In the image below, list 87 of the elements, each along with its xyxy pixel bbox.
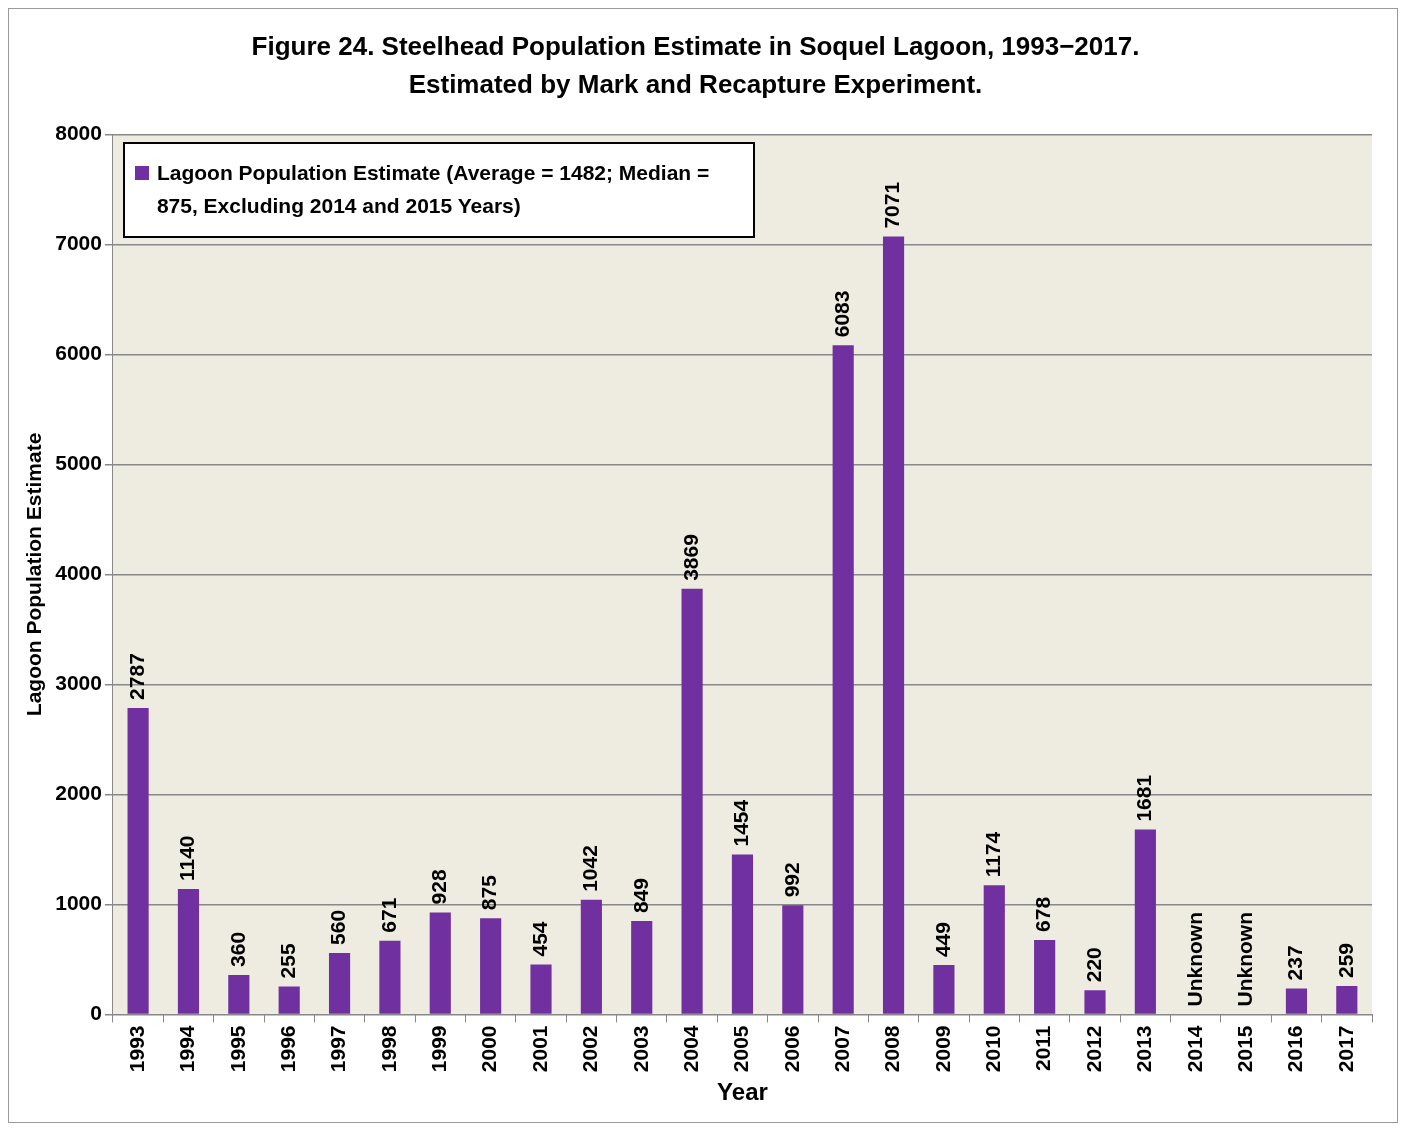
- bar: [530, 964, 552, 1014]
- x-tick-label: 2007: [829, 1025, 853, 1073]
- data-label: 875: [477, 874, 501, 911]
- x-tick-label: 2008: [880, 1025, 904, 1073]
- data-label: 7071: [880, 181, 904, 229]
- x-tick-label: 2014: [1182, 1025, 1206, 1073]
- bar: [832, 345, 854, 1014]
- bar: [177, 889, 200, 1014]
- x-tick-label: 1994: [175, 1025, 199, 1073]
- legend-label: Lagoon Population Estimate (Average = 1482; Median = 875, Excluding 2014 and 2015 Years): [156, 160, 711, 220]
- data-label: 255: [275, 943, 299, 979]
- data-label: 928: [427, 869, 451, 905]
- bar: [681, 588, 703, 1014]
- y-tick-label: 3000: [55, 671, 102, 695]
- bar: [379, 940, 401, 1014]
- bar: [1285, 988, 1308, 1014]
- x-tick-label: 2001: [527, 1025, 551, 1073]
- data-label: 3869: [678, 534, 702, 581]
- x-tick-label: 1999: [427, 1025, 451, 1073]
- x-tick-label: 1996: [275, 1025, 299, 1073]
- bar: [328, 952, 351, 1014]
- data-label: 2787: [124, 653, 148, 700]
- x-tick-label: 2011: [1031, 1025, 1055, 1072]
- y-tick-label: 5000: [55, 451, 102, 475]
- data-label: 1042: [578, 845, 602, 892]
- bar: [631, 921, 653, 1014]
- y-tick-label: 1000: [55, 891, 102, 915]
- data-label: 6083: [829, 290, 853, 338]
- y-axis-title: Lagoon Population Estimate: [22, 432, 46, 717]
- y-tick-label: 4000: [55, 561, 102, 585]
- data-label: 220: [1081, 947, 1105, 983]
- x-tick-label: 2015: [1232, 1025, 1256, 1073]
- data-label: 259: [1333, 942, 1357, 978]
- y-tick-label: 6000: [55, 341, 102, 365]
- x-tick-label: 2017: [1333, 1025, 1357, 1073]
- data-label: 671: [376, 897, 400, 933]
- data-label: 237: [1283, 945, 1307, 981]
- bar: [480, 918, 502, 1014]
- data-label: 1140: [175, 835, 199, 882]
- x-tick-label: 2009: [930, 1025, 954, 1073]
- data-label: 449: [930, 922, 954, 958]
- x-tick-label: 2010: [981, 1025, 1005, 1073]
- x-tick-label: 2000: [477, 1025, 501, 1073]
- x-tick-label: 1993: [124, 1025, 148, 1073]
- data-label: 360: [225, 931, 249, 967]
- x-tick-label: 2013: [1132, 1025, 1156, 1073]
- data-label: 992: [779, 862, 803, 898]
- chart-subtitle: Estimated by Mark and Recapture Experiment.: [408, 68, 983, 99]
- data-label: 678: [1031, 896, 1055, 932]
- x-tick-label: 2002: [578, 1025, 602, 1073]
- bar: [782, 905, 804, 1014]
- bar: [983, 885, 1005, 1014]
- x-tick-label: 1997: [326, 1025, 350, 1073]
- y-tick-label: 2000: [55, 781, 102, 805]
- x-tick-label: 2006: [779, 1025, 803, 1073]
- bar: [882, 236, 905, 1014]
- text: Unknown: [1232, 911, 1256, 1007]
- data-label: 1174: [981, 831, 1005, 878]
- data-label: 1681: [1132, 774, 1156, 822]
- bar: [429, 912, 451, 1014]
- bar: [1034, 939, 1056, 1014]
- data-label: 560: [326, 909, 350, 945]
- bar: [278, 986, 300, 1014]
- x-tick-label: 2004: [678, 1025, 702, 1073]
- text: Unknown: [1182, 911, 1206, 1007]
- data-label: 849: [628, 878, 652, 914]
- bar: [933, 965, 955, 1014]
- x-tick-label: 2003: [628, 1025, 652, 1073]
- bar: [731, 854, 754, 1014]
- y-tick-label: 7000: [55, 231, 102, 255]
- bar: [127, 707, 149, 1014]
- data-label: 1454: [729, 799, 753, 847]
- x-tick-label: 1995: [225, 1025, 249, 1073]
- bar: [1084, 990, 1106, 1014]
- y-tick-label: 8000: [55, 121, 102, 145]
- bar: [1336, 985, 1358, 1014]
- x-tick-label: 1998: [376, 1025, 400, 1073]
- chart-title: Figure 24. Steelhead Population Estimate in Soquel Lagoon, 1993−2017.: [251, 31, 1140, 62]
- x-tick-label: 2005: [729, 1025, 753, 1073]
- x-axis-title: Year: [717, 1078, 768, 1106]
- bar: [580, 899, 602, 1014]
- data-label: 454: [527, 921, 551, 957]
- x-tick-label: 2016: [1283, 1025, 1307, 1073]
- y-tick-label: 0: [90, 1001, 102, 1025]
- bar: [1134, 829, 1156, 1014]
- bar: [228, 974, 250, 1014]
- x-tick-label: 2012: [1081, 1025, 1105, 1073]
